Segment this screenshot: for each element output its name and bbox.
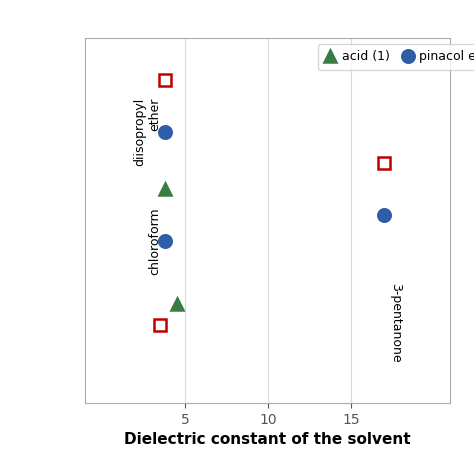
Text: 3-pentanone: 3-pentanone — [389, 283, 402, 363]
Text: diisopropyl
ether: diisopropyl ether — [133, 98, 161, 166]
Text: chloroform: chloroform — [148, 208, 161, 275]
Legend: acid (1), pinacol ester (2): acid (1), pinacol ester (2) — [318, 44, 474, 70]
X-axis label: Dielectric constant of the solvent: Dielectric constant of the solvent — [125, 432, 411, 447]
